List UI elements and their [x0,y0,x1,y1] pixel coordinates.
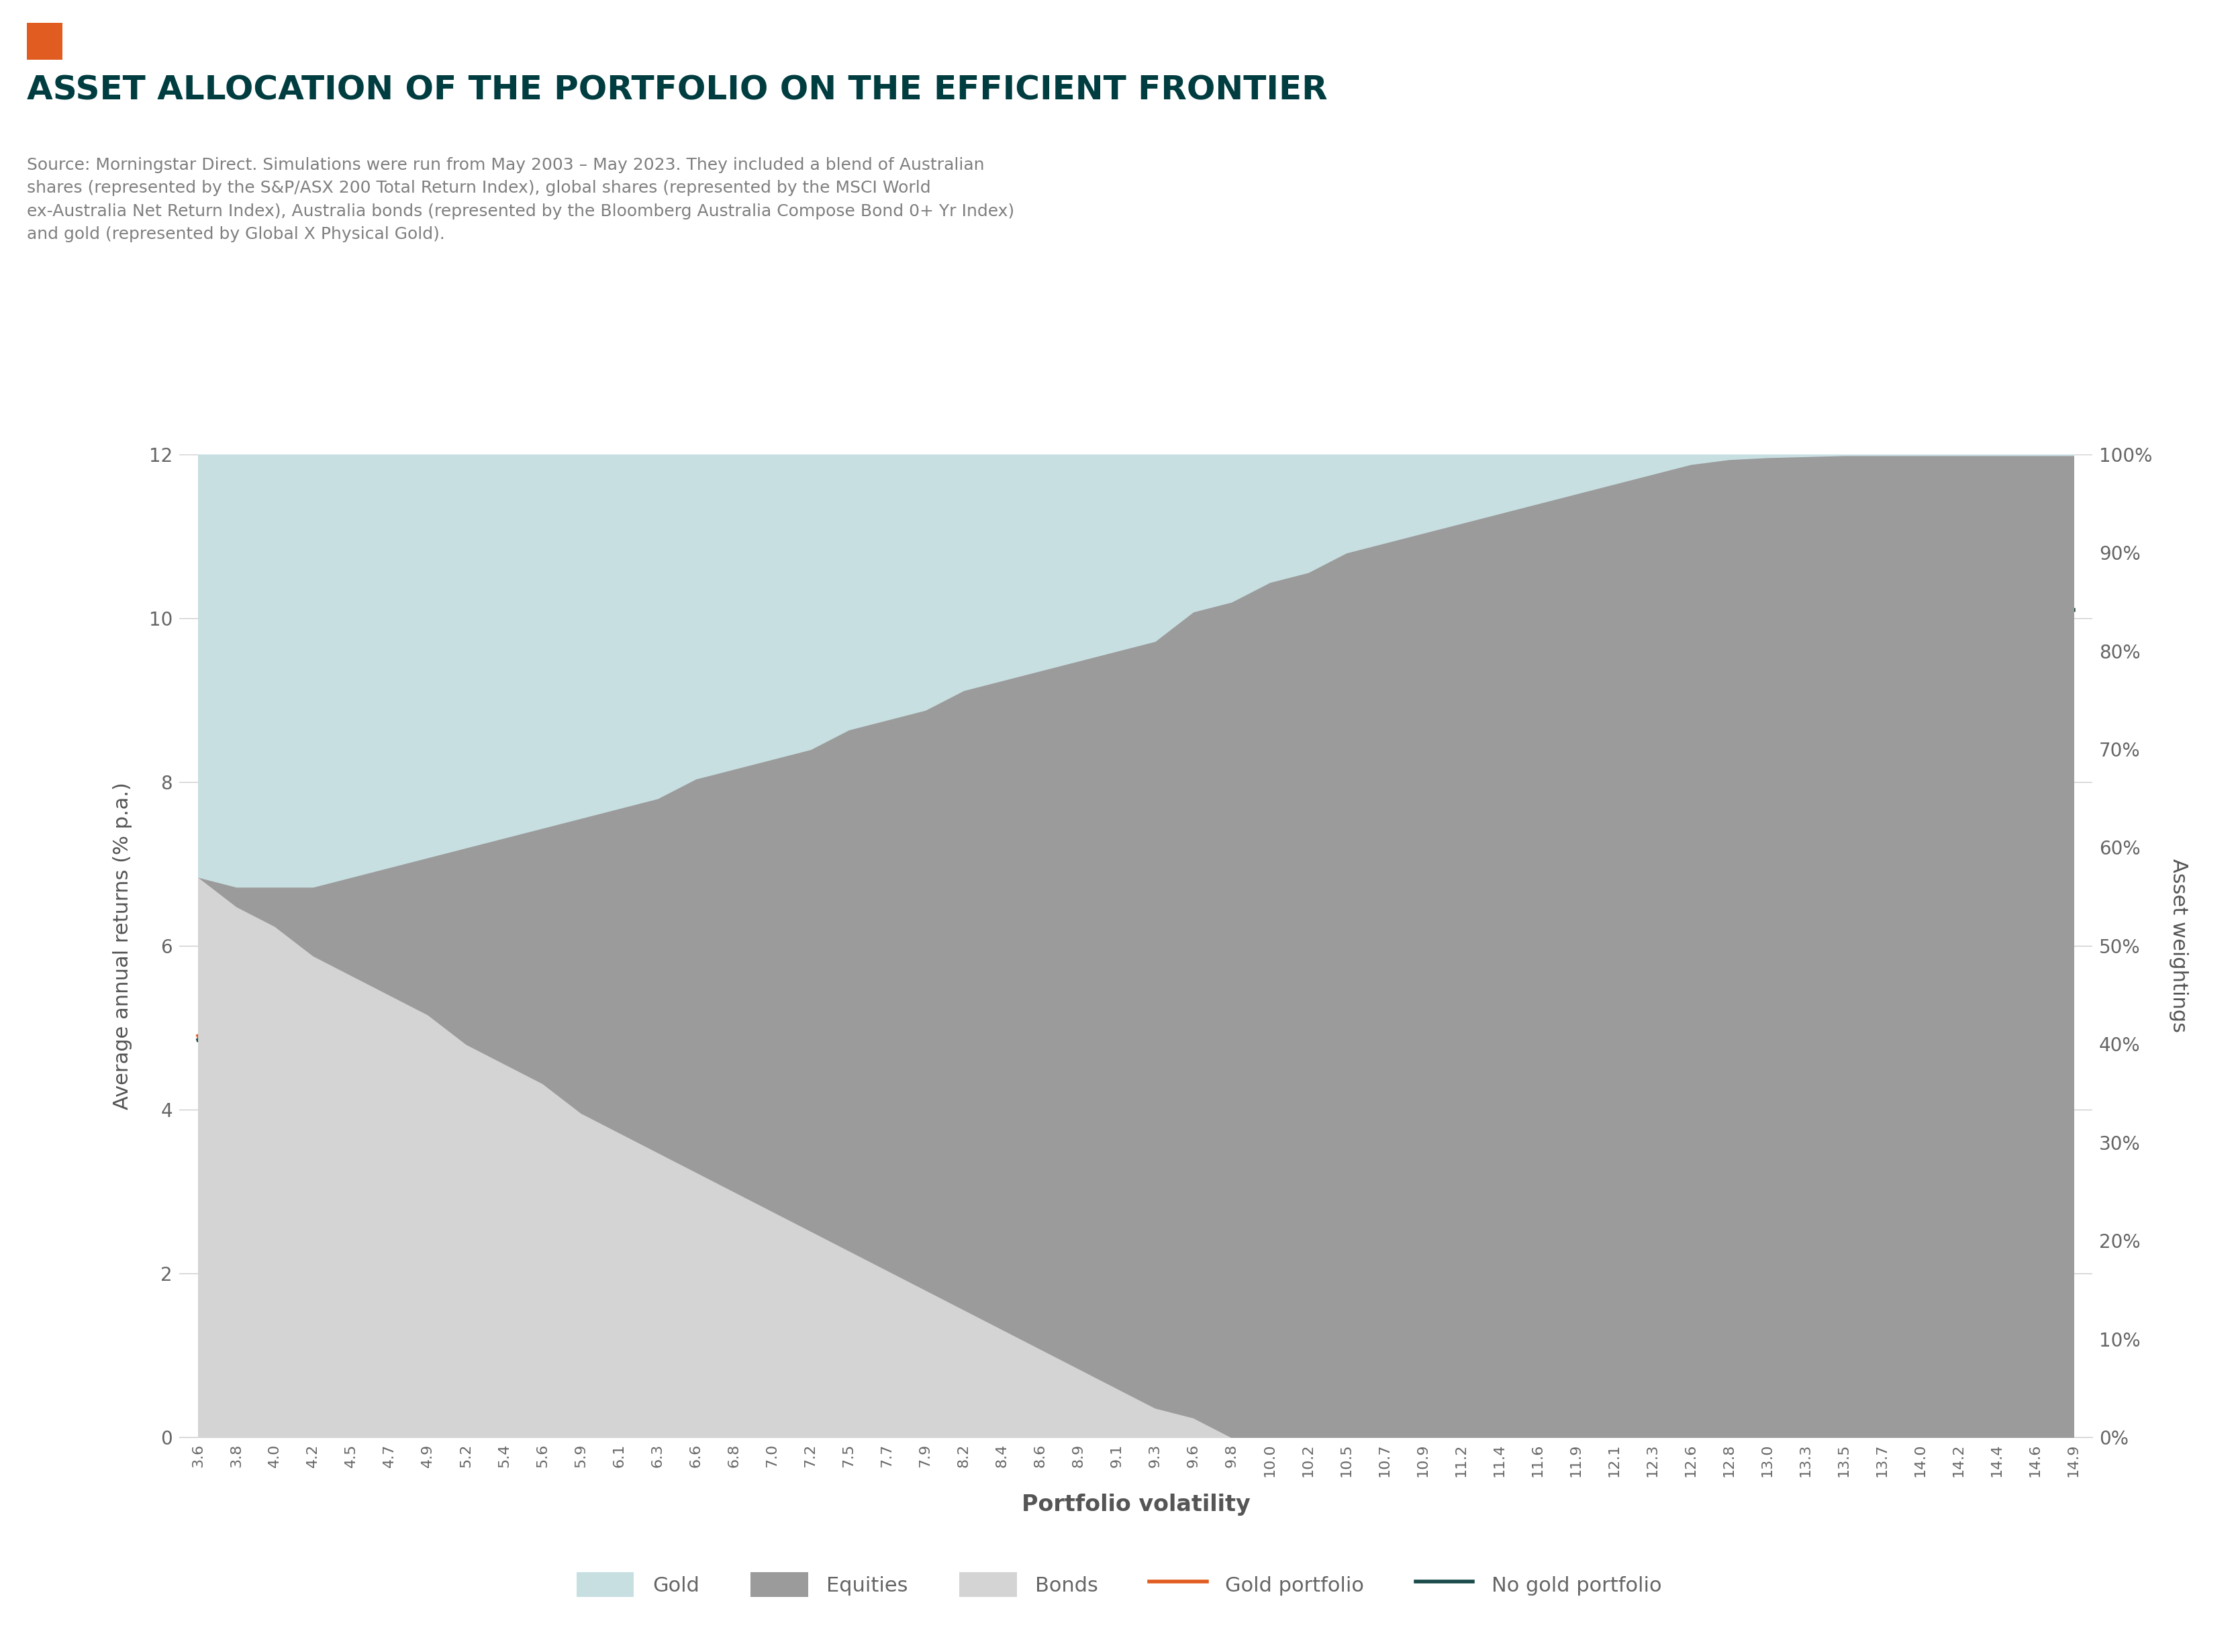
Text: Source: Morningstar Direct. Simulations were run from May 2003 – May 2023. They : Source: Morningstar Direct. Simulations … [27,157,1014,243]
Text: ASSET ALLOCATION OF THE PORTFOLIO ON THE EFFICIENT FRONTIER: ASSET ALLOCATION OF THE PORTFOLIO ON THE… [27,74,1327,107]
Y-axis label: Average annual returns (% p.a.): Average annual returns (% p.a.) [112,781,132,1110]
Legend: Gold, Equities, Bonds, Gold portfolio, No gold portfolio: Gold, Equities, Bonds, Gold portfolio, N… [568,1564,1670,1606]
X-axis label: Portfolio volatility: Portfolio volatility [1021,1493,1251,1517]
Y-axis label: Asset weightings: Asset weightings [2169,859,2189,1032]
